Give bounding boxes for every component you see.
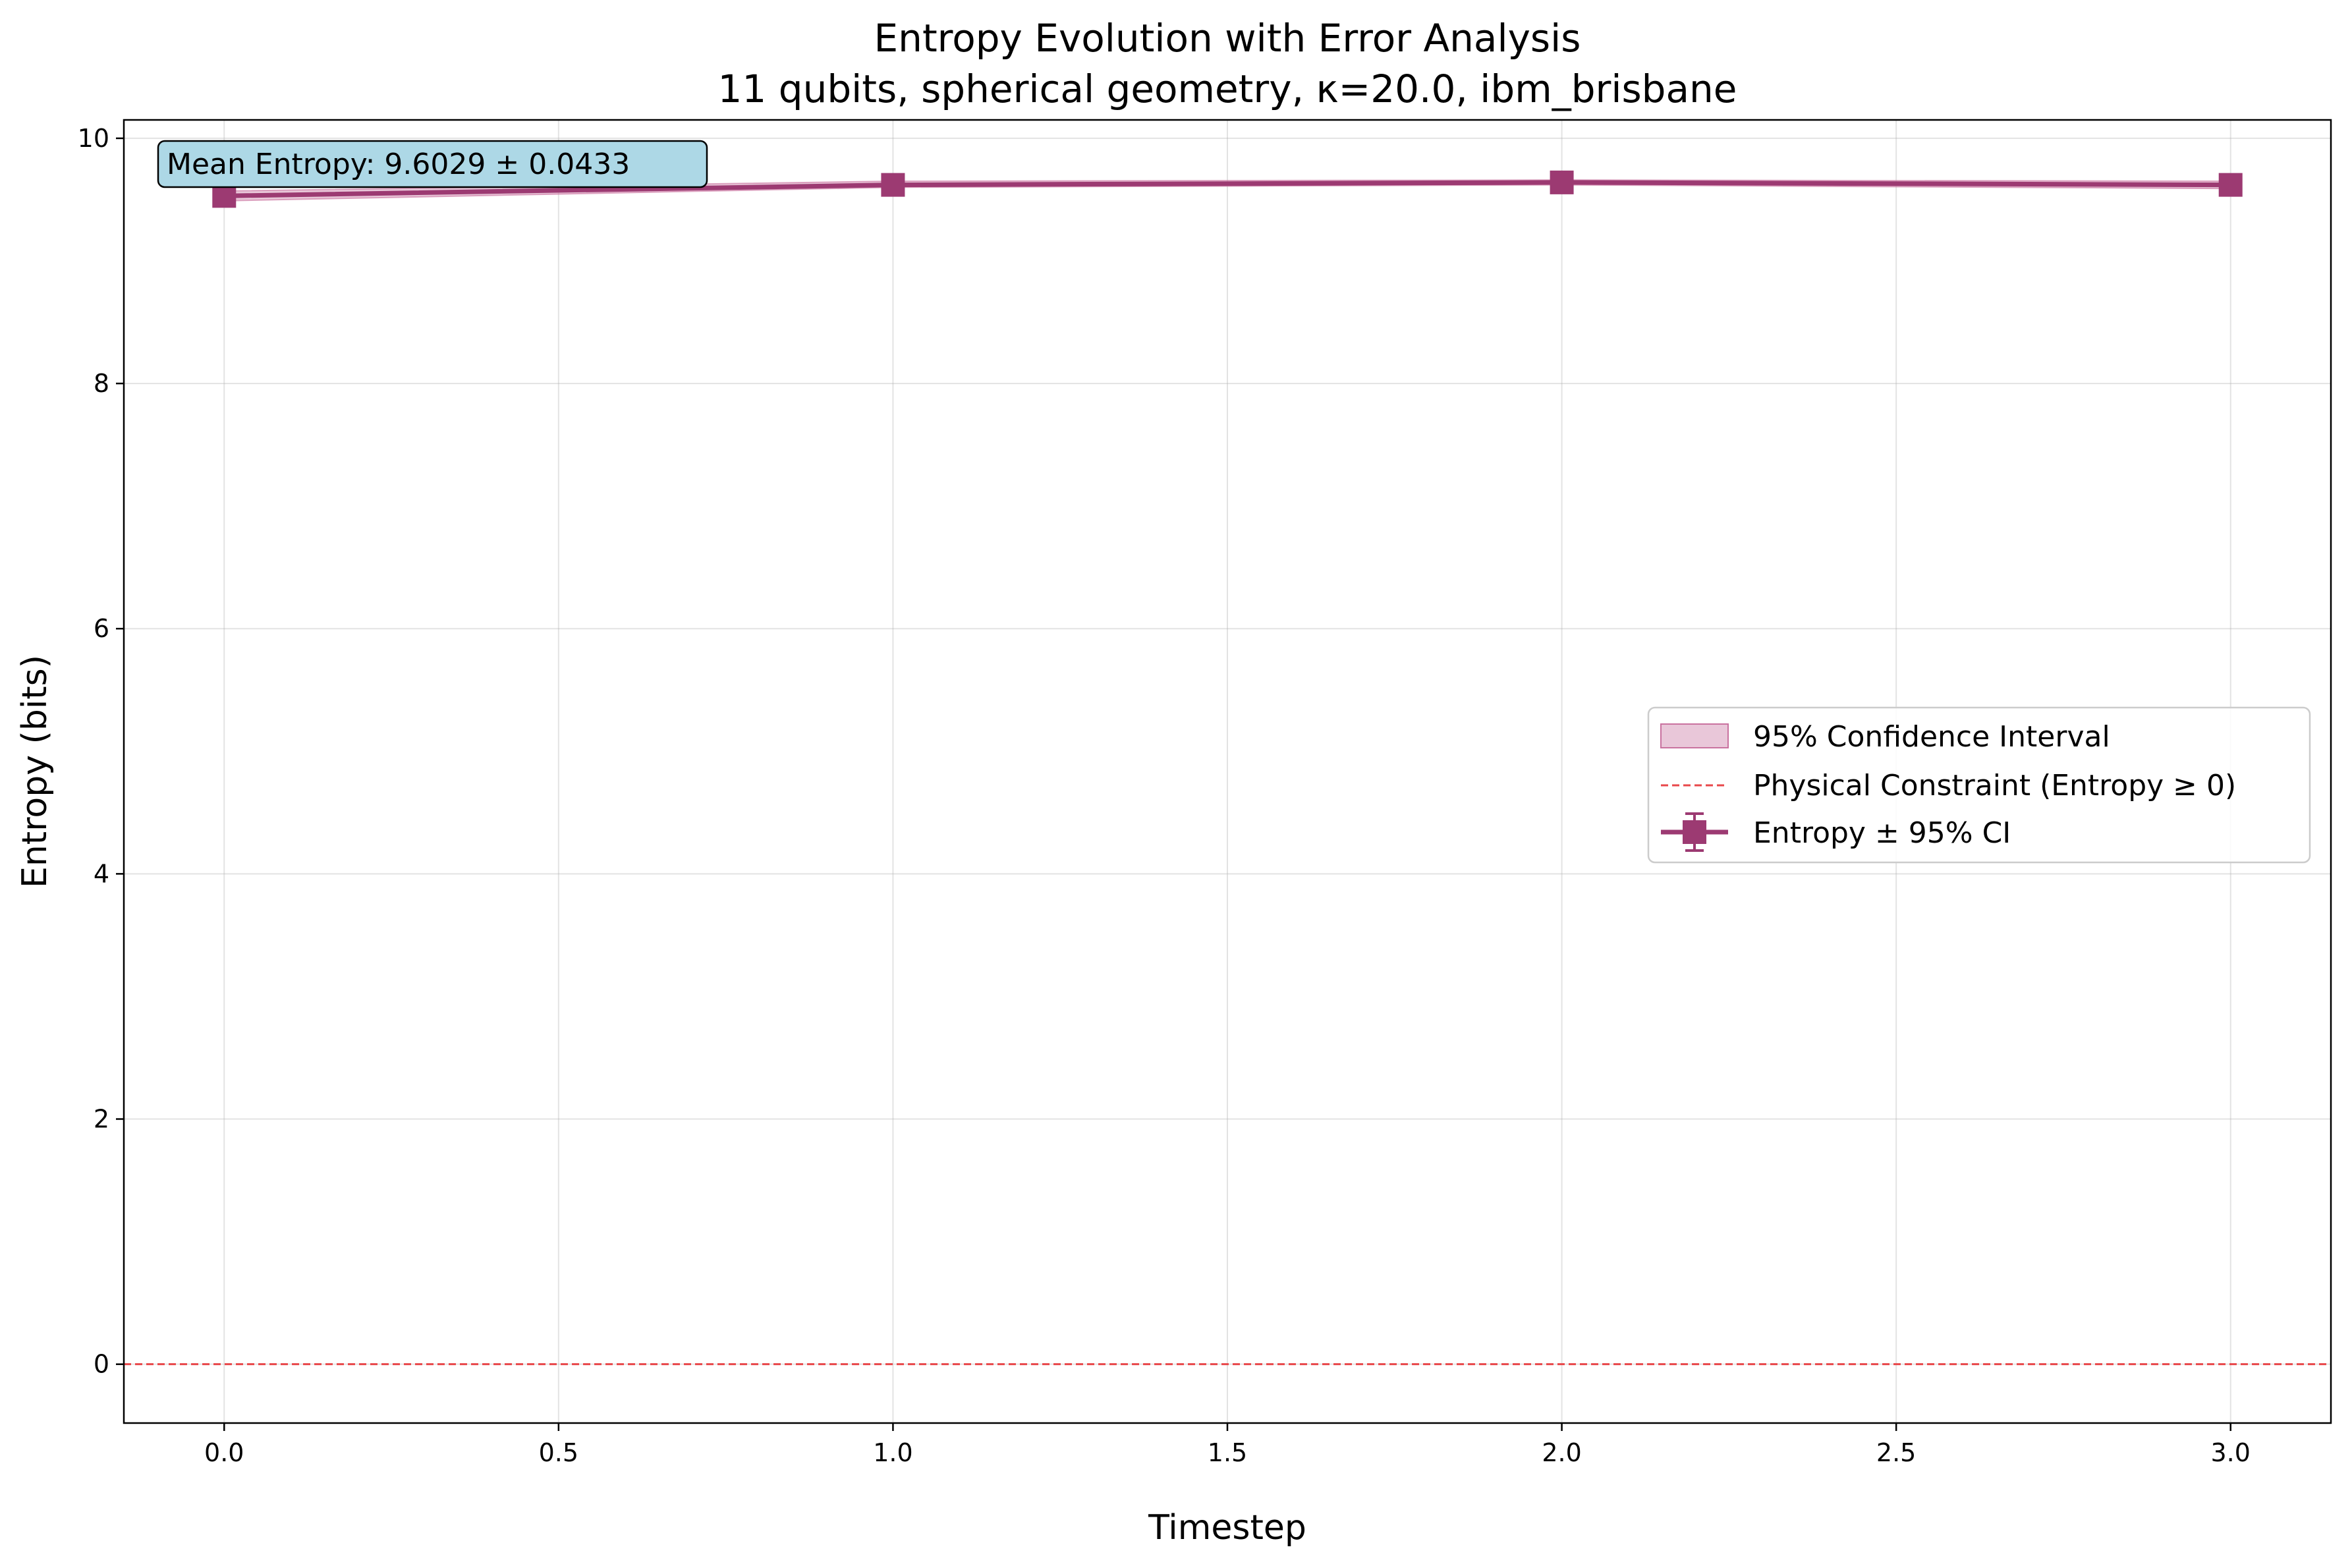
chart-title: Entropy Evolution with Error Analysis: [874, 16, 1581, 61]
x-tick-label: 2.0: [1542, 1438, 1581, 1467]
x-axis-label: Timestep: [1148, 1508, 1306, 1548]
grid-lines: [124, 120, 2331, 1423]
x-tick-label: 0.0: [204, 1438, 244, 1467]
chart-subtitle: 11 qubits, spherical geometry, κ=20.0, i…: [718, 67, 1737, 111]
annotation-text: Mean Entropy: 9.6029 ± 0.0433: [167, 148, 630, 181]
series-layer: [212, 170, 2243, 208]
entropy-series-line: [224, 180, 2231, 198]
y-tick-label: 10: [78, 124, 109, 153]
legend-swatch-confidence-interval: [1660, 723, 1729, 748]
tick-layer: 0.0 0.5 1.0 1.5 2.0 2.5 3.0 0 2 4 6 8 10: [78, 124, 2251, 1467]
annotation-box: [157, 140, 708, 188]
data-point-marker: [2218, 173, 2243, 197]
data-point-marker: [1550, 170, 1574, 194]
y-tick-label: 2: [94, 1105, 109, 1134]
legend-swatch-entropy-series: [1661, 812, 1728, 852]
x-tick-label: 1.0: [873, 1438, 912, 1467]
legend-label-confidence-interval: 95% Confidence Interval: [1753, 720, 2110, 754]
y-tick-label: 4: [94, 859, 109, 888]
y-axis-label: Entropy (bits): [15, 655, 55, 888]
x-tick-label: 2.5: [1876, 1438, 1916, 1467]
y-tick-label: 8: [94, 369, 109, 398]
data-point-marker: [212, 184, 237, 208]
legend-label-entropy-series: Entropy ± 95% CI: [1753, 816, 2011, 850]
legend: 95% Confidence Interval Physical Constra…: [1647, 706, 2311, 864]
legend-frame: [1647, 706, 2311, 864]
x-tick-label: 0.5: [539, 1438, 578, 1467]
y-tick-label: 0: [94, 1350, 109, 1379]
data-point-marker: [881, 173, 905, 197]
mean-entropy-annotation: Mean Entropy: 9.6029 ± 0.0433: [157, 140, 708, 188]
y-tick-label: 6: [94, 614, 109, 643]
x-tick-label: 3.0: [2211, 1438, 2251, 1467]
x-tick-label: 1.5: [1208, 1438, 1247, 1467]
legend-label-physical-constraint: Physical Constraint (Entropy ≥ 0): [1753, 769, 2236, 802]
